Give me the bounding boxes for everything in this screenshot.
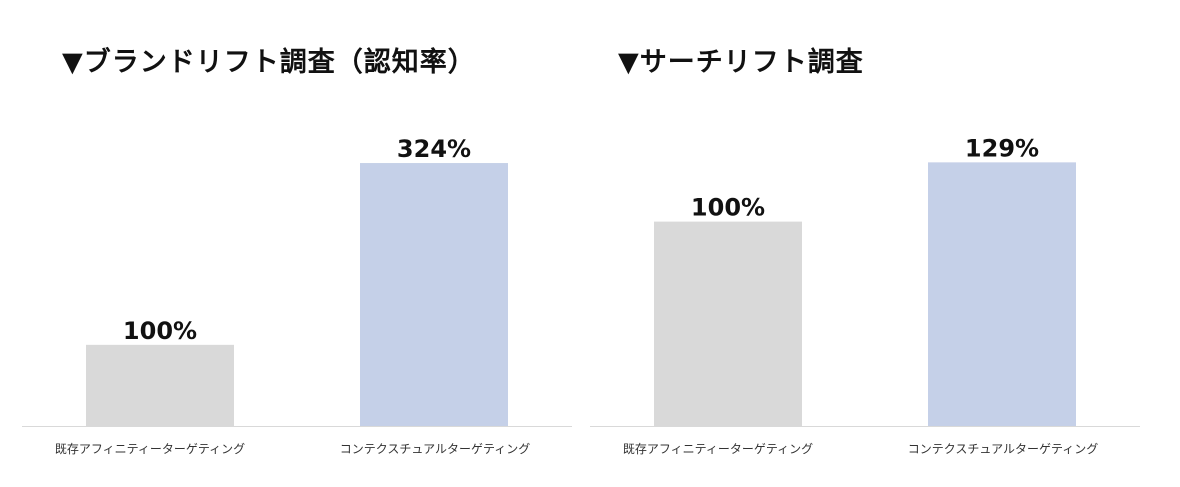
brand-lift-value-label-2: 324% bbox=[397, 135, 471, 163]
chart-title-brand-lift: ▼ブランドリフト調査（認知率） bbox=[62, 47, 476, 78]
search-lift-value-label-2: 129% bbox=[965, 134, 1039, 162]
brand-lift-category-label-1: 既存アフィニティーターゲティング bbox=[55, 442, 245, 456]
brand-lift-bar-chart: 100% 既存アフィニティーターゲティング 324% コンテクスチュアルターゲティング bbox=[22, 135, 572, 456]
chart-title-search-lift: ▼サーチリフト調査 bbox=[618, 47, 864, 78]
brand-lift-bar-1 bbox=[86, 344, 234, 426]
search-lift-category-label-1: 既存アフィニティーターゲティング bbox=[623, 442, 813, 456]
search-lift-category-label-2: コンテクスチュアルターゲティング bbox=[908, 442, 1099, 456]
brand-lift-bar-2 bbox=[360, 163, 508, 427]
search-lift-bar-2 bbox=[928, 162, 1076, 426]
search-lift-value-label-1: 100% bbox=[691, 194, 765, 222]
brand-lift-value-label-1: 100% bbox=[123, 317, 197, 345]
search-lift-bar-1 bbox=[654, 221, 802, 426]
brand-lift-category-label-2: コンテクスチュアルターゲティング bbox=[340, 442, 531, 456]
